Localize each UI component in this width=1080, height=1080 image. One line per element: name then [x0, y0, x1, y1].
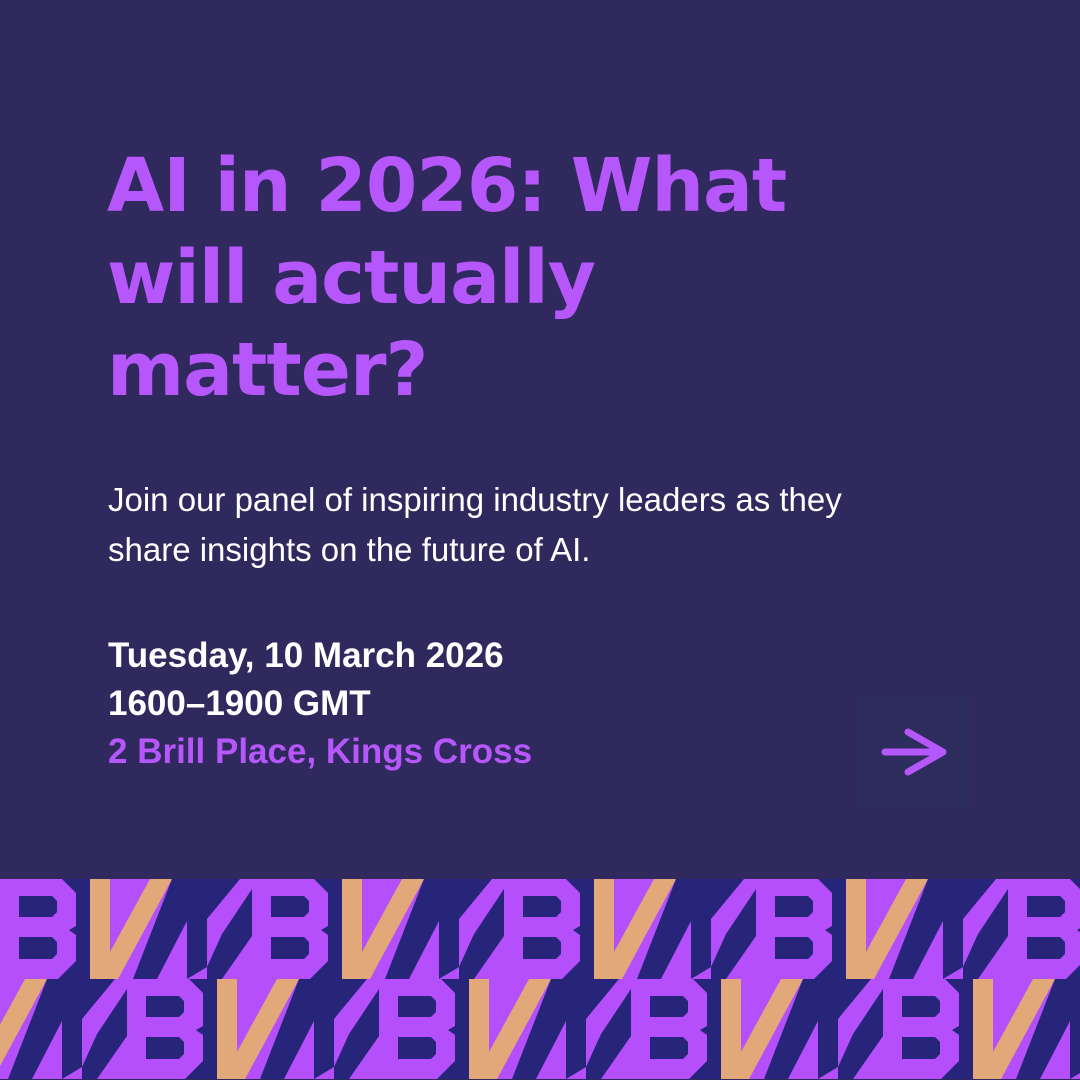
event-time: 1600–1900 GMT — [108, 684, 371, 723]
event-location: 2 Brill Place, Kings Cross — [108, 732, 533, 771]
headline: AI in 2026: What will actually matter? — [107, 140, 867, 416]
event-details: Tuesday, 10 March 2026 1600–1900 GMT 2 B… — [108, 632, 532, 776]
headline-line-2: will actually — [107, 235, 596, 321]
headline-line-3: matter? — [107, 327, 428, 413]
event-description: Join our panel of inspiring industry lea… — [108, 481, 842, 568]
headline-line-1: AI in 2026: What — [107, 143, 787, 229]
arrow-right-icon — [881, 728, 946, 776]
bvn-logo-pattern — [0, 879, 1080, 1079]
pattern-row-2 — [0, 979, 1080, 1079]
event-date: Tuesday, 10 March 2026 — [108, 636, 504, 675]
pattern-row-1 — [0, 879, 1080, 979]
next-button[interactable] — [858, 696, 971, 808]
